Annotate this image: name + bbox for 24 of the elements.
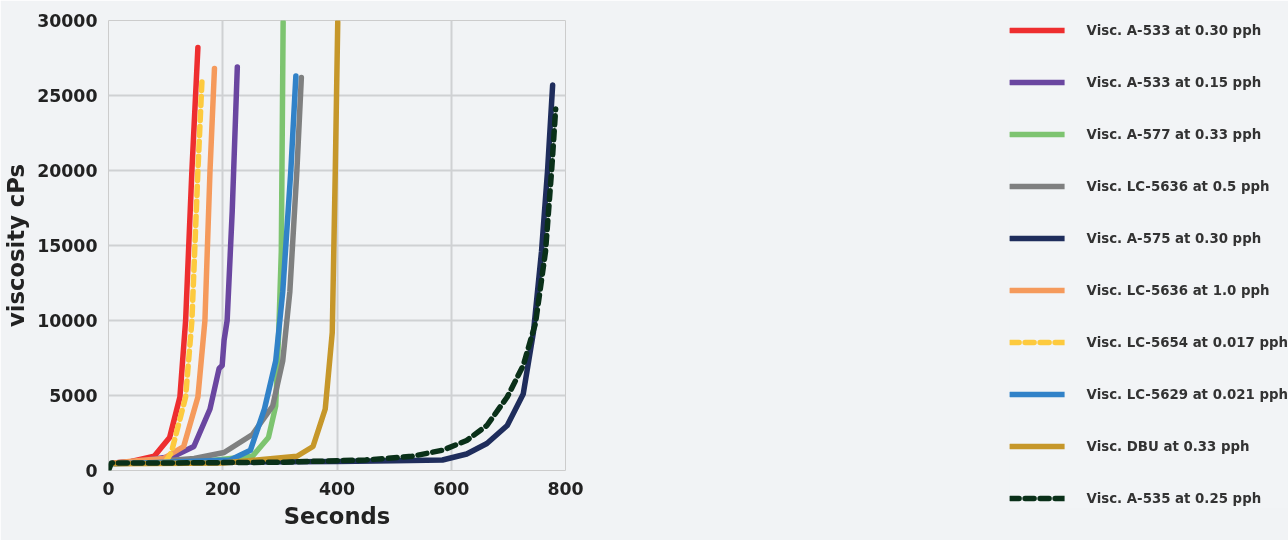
y-tick-label: 25000 xyxy=(37,86,98,106)
x-tick-label: 800 xyxy=(547,478,584,499)
x-tick-label: 600 xyxy=(433,478,470,499)
y-tick-label: 30000 xyxy=(37,11,98,31)
legend-label: Visc. LC-5654 at 0.017 pph xyxy=(1086,333,1288,352)
y-axis-title: viscosity cPs xyxy=(3,164,30,327)
y-tick-label: 10000 xyxy=(37,311,98,331)
legend-label: Visc. A-535 at 0.25 pph xyxy=(1086,489,1262,508)
y-tick-label: 5000 xyxy=(49,386,98,406)
x-axis-title: Seconds xyxy=(283,502,391,529)
legend-label: Visc. A-533 at 0.30 pph xyxy=(1086,21,1262,40)
legend-label: Visc. LC-5636 at 1.0 pph xyxy=(1086,281,1270,300)
legend-label: Visc. DBU at 0.33 pph xyxy=(1086,437,1250,456)
x-tick-label: 0 xyxy=(102,478,115,499)
x-tick-label: 400 xyxy=(318,478,356,499)
legend-label: Visc. A-575 at 0.30 pph xyxy=(1086,229,1262,248)
y-tick-label: 0 xyxy=(85,461,98,481)
legend-label: Visc. LC-5636 at 0.5 pph xyxy=(1086,177,1270,196)
legend-label: Visc. A-533 at 0.15 pph xyxy=(1086,73,1262,92)
legend-label: Visc. A-577 at 0.33 pph xyxy=(1086,125,1262,144)
y-tick-label: 15000 xyxy=(37,236,98,256)
legend-label: Visc. LC-5629 at 0.021 pph xyxy=(1086,385,1288,404)
y-tick-label: 20000 xyxy=(37,161,98,181)
x-tick-label: 200 xyxy=(204,478,241,499)
